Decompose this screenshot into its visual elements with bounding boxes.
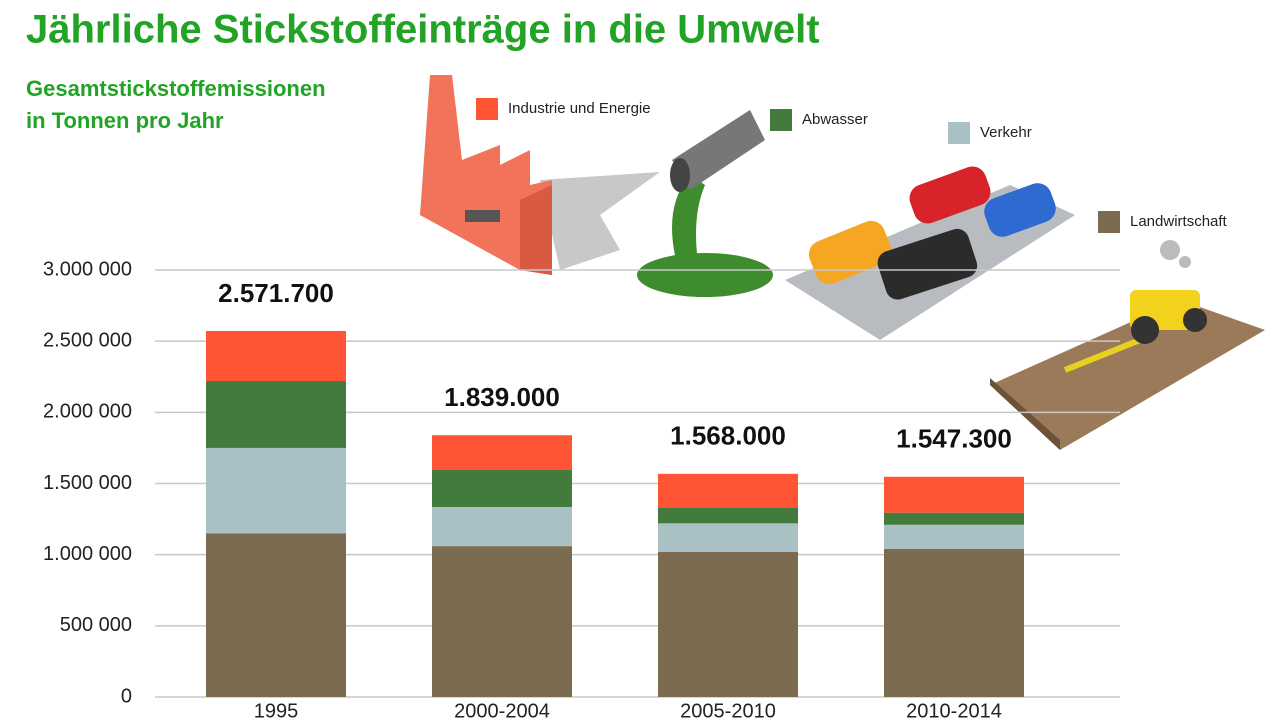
plot-area: 0 500 000 1.000 000 1.500 000 2.000 000 2.500… <box>43 98 1228 720</box>
bar-segment <box>658 523 798 552</box>
bar-segment <box>658 507 798 524</box>
bar-segment <box>206 381 346 448</box>
legend-label: Verkehr <box>980 124 1032 141</box>
bar-segment <box>432 546 572 697</box>
x-tick-label: 1995 <box>254 700 299 720</box>
total-label: 1.568.000 <box>670 421 786 451</box>
y-tick-label: 3.000 000 <box>43 258 132 280</box>
legend-label: Industrie und Energie <box>508 100 651 117</box>
total-label: 1.839.000 <box>444 382 560 412</box>
subtitle: Gesamtstickstoffemissionen <box>26 76 326 101</box>
pipe-illustration <box>637 110 773 297</box>
y-tick-label: 2.500 000 <box>43 329 132 351</box>
total-label: 2.571.700 <box>218 278 334 308</box>
legend-label: Abwasser <box>802 111 868 128</box>
y-tick-label: 1.000 000 <box>43 543 132 565</box>
bar-segment <box>884 512 1024 525</box>
subtitle: in Tonnen pro Jahr <box>26 108 224 133</box>
x-tick-label: 2000-2004 <box>454 700 550 720</box>
legend-swatch <box>1098 211 1120 233</box>
x-tick-label: 2010-2014 <box>906 700 1002 720</box>
bar-segment <box>206 533 346 697</box>
factory-illustration <box>420 75 660 275</box>
bar-segment <box>206 330 346 382</box>
y-tick-label: 1.500 000 <box>43 472 132 494</box>
y-tick-label: 0 <box>121 685 132 707</box>
x-tick-label: 2005-2010 <box>680 700 776 720</box>
bar-segment <box>432 506 572 547</box>
legend-swatch <box>948 122 970 144</box>
legend-label: Landwirtschaft <box>1130 213 1228 230</box>
bar-segment <box>432 469 572 507</box>
cars-illustration <box>785 166 1075 340</box>
bar-segment <box>432 435 572 470</box>
bar-segment <box>884 476 1024 513</box>
y-tick-label: 500 000 <box>60 614 132 636</box>
tractor-illustration <box>990 240 1265 450</box>
bar-segment <box>884 548 1024 697</box>
bar-segment <box>658 473 798 508</box>
bar-segment <box>884 524 1024 549</box>
total-label: 1.547.300 <box>896 424 1012 454</box>
legend-swatch <box>476 98 498 120</box>
legend-swatch <box>770 109 792 131</box>
bar-segment <box>658 551 798 697</box>
y-tick-label: 2.000 000 <box>43 401 132 423</box>
chart-title: Jährliche Stickstoffeinträge in die Umwe… <box>26 8 820 52</box>
bar-segment <box>206 447 346 534</box>
